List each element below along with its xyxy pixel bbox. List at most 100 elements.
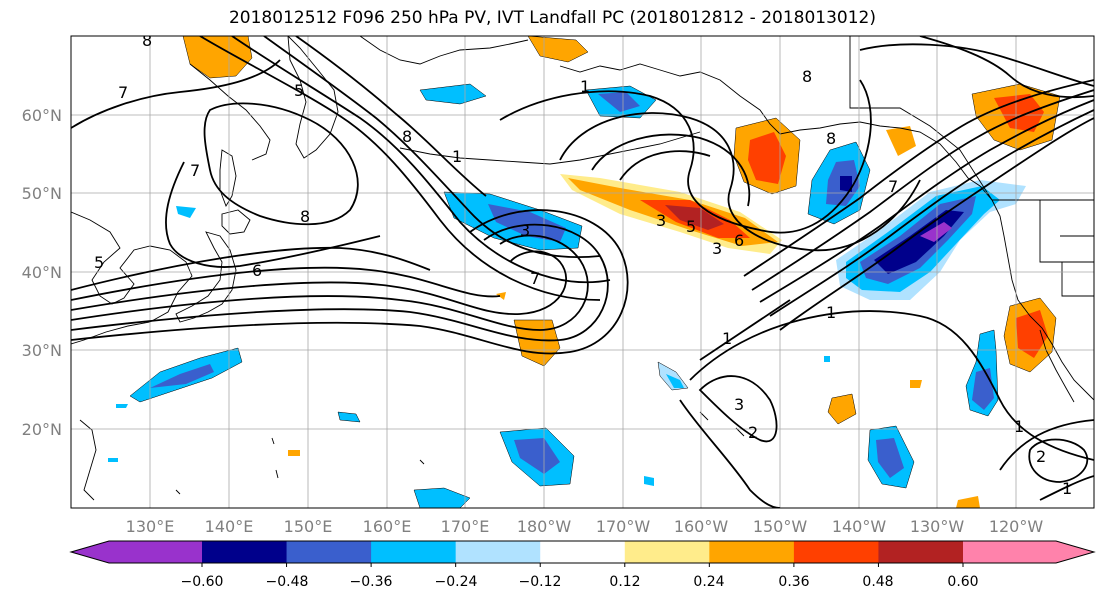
coast-westcoast [991,199,1094,401]
contour-line [679,399,781,508]
lat-tick-label: 30°N [22,341,62,360]
contour-label: 8 [142,31,152,50]
contour-line [779,117,1094,331]
lon-tick-label: 140°W [832,517,887,536]
plot-title: 2018012512 F096 250 hPa PV, IVT Landfall… [228,8,876,28]
lat-tick-label: 50°N [22,184,62,203]
contour-labels: 8 7 5 8 8 7 1 5 6 7 3 1 3 5 6 3 1 1 1 3 … [94,31,1072,498]
contour-label: 5 [686,217,696,236]
shade-positive-region [994,94,1044,132]
contour-line [1039,475,1094,501]
colorbar-segment [793,541,879,563]
colorbar-tick-label: 0.60 [947,574,978,590]
contour-line [165,161,381,268]
contour-line [1028,438,1089,483]
shade-negative-region [876,438,904,478]
lon-tick-label: 150°W [753,517,808,536]
shade-positive-region [886,126,916,156]
contour-label: 2 [748,423,758,442]
border-canada [849,36,1094,201]
contour-line [859,43,1094,87]
colorbar-segment [624,541,710,563]
coast-baja [1039,329,1075,403]
contour-line [71,59,281,129]
contour-label: 3 [712,239,722,258]
contour-label: 8 [300,207,310,226]
map-frame [70,35,1095,509]
lon-tick-label: 130°W [910,517,965,536]
colorbar-extend-max [1056,541,1094,563]
lon-tick-label: 140°E [205,517,254,536]
lon-tick-label: 170°W [596,517,651,536]
lat-tick-label: 60°N [22,106,62,125]
shade-negative-region [176,206,196,218]
contour-line [999,419,1094,471]
contour-label: 2 [1036,447,1046,466]
colorbar-segment [709,541,795,563]
colorbar-tick-labels: −0.60 −0.48 −0.36 −0.24 −0.12 0.12 0.24 … [181,574,979,590]
shade-negative-region [824,356,830,362]
colorbar-segment [963,541,1057,563]
contour-label: 1 [1062,479,1072,498]
pv-contours [71,36,1094,508]
coast-asia [71,211,193,345]
colorbar-extend-min [71,541,109,563]
coast-kamchatka [287,36,339,159]
shade-negative-region [666,374,684,388]
colorbar-tick-label: 0.12 [609,574,640,590]
contour-label: 1 [1014,417,1024,436]
colorbar-segment [109,541,203,563]
colorbar-outline [69,540,1096,564]
lat-tick-labels: 60°N 50°N 40°N 30°N 20°N [22,106,62,439]
shaded-field [108,36,1061,508]
contour-label: 8 [402,127,412,146]
lon-tick-label: 150°E [284,517,333,536]
colorbar-tick-label: −0.12 [519,574,562,590]
contour-line [689,310,1094,461]
contour-label: 7 [190,161,200,180]
lon-tick-label: 130°E [126,517,175,536]
coast-japan [175,231,237,323]
contour-label: 3 [520,221,530,240]
shade-negative-region [514,438,560,474]
contour-line [619,150,711,181]
coast-aleutians [399,131,701,165]
contour-line [759,99,1094,303]
contour-label: 1 [452,147,462,166]
contour-line [751,89,1094,291]
shade-negative-region [840,176,852,192]
contour-label: 7 [118,83,128,102]
contour-label: 1 [580,77,590,96]
contour-line [231,36,611,284]
coast-philippines [79,419,97,501]
border-states [1039,200,1094,297]
contour-line [263,36,601,259]
contour-label: 3 [734,395,744,414]
contour-line [698,375,778,443]
shade-negative-region [116,404,128,408]
contour-label: 5 [294,81,304,100]
lon-tick-label: 120°W [989,517,1044,536]
shade-positive-region [182,36,253,79]
contour-label: 3 [656,211,666,230]
contour-line [71,223,609,342]
shade-negative-region [419,83,487,105]
contour-line [699,299,791,361]
contour-line [499,79,872,234]
contour-line [743,79,1094,277]
colorbar [69,540,1096,567]
shade-positive-region [288,450,300,456]
shade-negative-region [337,411,361,423]
contour-label: 7 [888,177,898,196]
lon-tick-label: 160°W [674,517,729,536]
shade-positive-region [748,132,786,184]
shade-negative-region [598,92,640,112]
contour-label: 8 [802,67,812,86]
lon-tick-label: 170°E [441,517,490,536]
coast-islands [175,411,745,495]
contour-label: 6 [734,231,744,250]
contour-line [203,102,359,226]
colorbar-tick-label: −0.60 [181,574,224,590]
colorbar-tick-label: −0.36 [350,574,393,590]
